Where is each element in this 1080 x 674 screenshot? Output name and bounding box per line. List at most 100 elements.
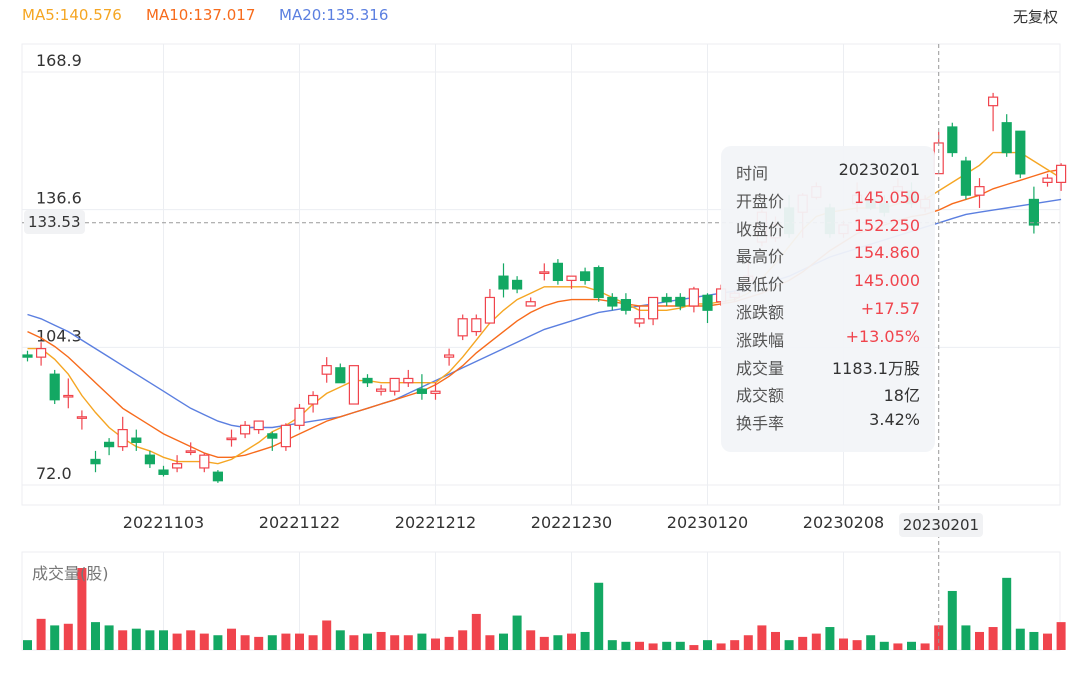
candle-down bbox=[1015, 130, 1026, 175]
volume-bar bbox=[947, 590, 957, 650]
crosshair-price-label: 133.53 bbox=[24, 209, 85, 234]
tooltip-value: +13.05% bbox=[845, 326, 920, 346]
volume-bar bbox=[444, 636, 454, 650]
candle-up bbox=[185, 450, 196, 454]
tooltip-value: 3.42% bbox=[869, 410, 920, 430]
volume-bar bbox=[553, 635, 563, 650]
candle-down bbox=[212, 471, 223, 482]
volume-bar bbox=[879, 641, 889, 650]
volume-bar bbox=[499, 633, 508, 650]
candle-up bbox=[974, 186, 985, 196]
volume-bar bbox=[730, 640, 740, 650]
candle-down bbox=[552, 262, 564, 282]
candle-down bbox=[144, 454, 155, 465]
volume-bar bbox=[539, 636, 549, 650]
candle-down bbox=[498, 275, 509, 290]
candle-up bbox=[471, 318, 482, 333]
volume-bar bbox=[199, 633, 209, 650]
candle-up bbox=[1042, 177, 1053, 183]
volume-bar bbox=[131, 628, 141, 650]
volume-bar bbox=[621, 641, 631, 650]
volume-bar bbox=[145, 630, 155, 650]
candle-tooltip: 时间 20230201 开盘价 145.050 收盘价 152.250 最高价 154.860… bbox=[721, 146, 935, 452]
tooltip-row: 换手率 3.42% bbox=[736, 410, 920, 434]
x-tick-label: 20221103 bbox=[123, 513, 204, 532]
candle-up bbox=[444, 354, 455, 358]
x-tick-label: 20230120 bbox=[667, 513, 748, 532]
tooltip-value: 18亿 bbox=[883, 386, 920, 406]
volume-bar bbox=[1056, 622, 1066, 650]
volume-bar bbox=[1015, 628, 1025, 650]
volume-bar bbox=[227, 628, 236, 650]
candle-up bbox=[240, 424, 251, 435]
tooltip-label: 成交量 bbox=[736, 358, 785, 378]
legend-ma20: MA20:135.316 bbox=[279, 6, 389, 24]
candle-down bbox=[607, 296, 618, 307]
candle-up bbox=[484, 296, 495, 324]
tooltip-row: 最高价 154.860 bbox=[736, 243, 920, 267]
volume-bar bbox=[363, 633, 372, 650]
candle-down bbox=[1028, 198, 1040, 226]
candle-up bbox=[35, 348, 47, 358]
candle-up bbox=[457, 318, 468, 337]
candle-down bbox=[675, 296, 686, 307]
volume-bar bbox=[295, 633, 304, 650]
candle-up bbox=[199, 454, 210, 469]
volume-bar bbox=[675, 641, 685, 650]
candle-down bbox=[22, 354, 33, 358]
volume-bar bbox=[607, 640, 617, 650]
legend-ma5: MA5:140.576 bbox=[22, 6, 122, 24]
candle-down bbox=[49, 373, 60, 401]
volume-bar bbox=[975, 631, 984, 650]
volume-bar bbox=[635, 641, 644, 650]
plot-frame bbox=[21, 43, 1061, 506]
volume-bar bbox=[118, 630, 128, 650]
volume-bar bbox=[771, 631, 780, 650]
candle-down bbox=[103, 441, 115, 448]
volume-bar bbox=[335, 630, 345, 650]
tooltip-value: 145.050 bbox=[853, 187, 920, 207]
tooltip-row: 最低价 145.000 bbox=[736, 271, 920, 295]
tooltip-label: 开盘价 bbox=[736, 191, 785, 211]
candle-up bbox=[321, 365, 332, 375]
volume-bar bbox=[23, 640, 32, 650]
legend-ma10: MA10:137.017 bbox=[146, 6, 256, 24]
volume-bar bbox=[172, 633, 182, 650]
candle-down bbox=[1001, 122, 1012, 154]
tooltip-label: 涨跌幅 bbox=[736, 330, 785, 350]
volume-bar bbox=[703, 640, 712, 650]
candle-down bbox=[579, 271, 591, 282]
tooltip-label: 成交额 bbox=[736, 386, 785, 406]
volume-bar bbox=[376, 631, 386, 650]
candle-down bbox=[947, 126, 958, 154]
tooltip-label: 时间 bbox=[736, 164, 769, 183]
candle-down bbox=[335, 367, 346, 384]
tooltip-value: +17.57 bbox=[860, 299, 920, 318]
volume-bar bbox=[512, 615, 522, 650]
volume-bar bbox=[1043, 633, 1052, 650]
candle-down bbox=[416, 388, 427, 394]
volume-bar bbox=[159, 630, 168, 650]
volume-bar bbox=[1029, 631, 1039, 650]
tooltip-label: 换手率 bbox=[736, 414, 785, 434]
adjust-mode-button[interactable]: 无复权 bbox=[1012, 8, 1058, 26]
candle-down bbox=[593, 267, 604, 299]
volume-bar bbox=[417, 633, 427, 650]
volume-bar bbox=[893, 643, 903, 650]
volume-bar bbox=[526, 630, 536, 650]
volume-bar bbox=[471, 613, 481, 650]
candle-up bbox=[226, 437, 237, 441]
crosshair-date-label: 20230201 bbox=[898, 513, 984, 537]
candle-up bbox=[76, 416, 88, 419]
candle-up bbox=[280, 424, 291, 448]
volume-bar bbox=[716, 643, 726, 650]
volume-bar bbox=[825, 627, 835, 650]
x-tick-label: 20221230 bbox=[531, 513, 612, 532]
candle-down bbox=[661, 296, 672, 303]
volume-bar bbox=[852, 640, 862, 650]
volume-bar bbox=[267, 635, 277, 650]
tooltip-row: 时间 20230201 bbox=[736, 160, 920, 184]
tooltip-row: 成交量 1183.1万股 bbox=[736, 355, 920, 379]
volume-bar bbox=[322, 620, 332, 650]
candle-up bbox=[348, 365, 359, 405]
